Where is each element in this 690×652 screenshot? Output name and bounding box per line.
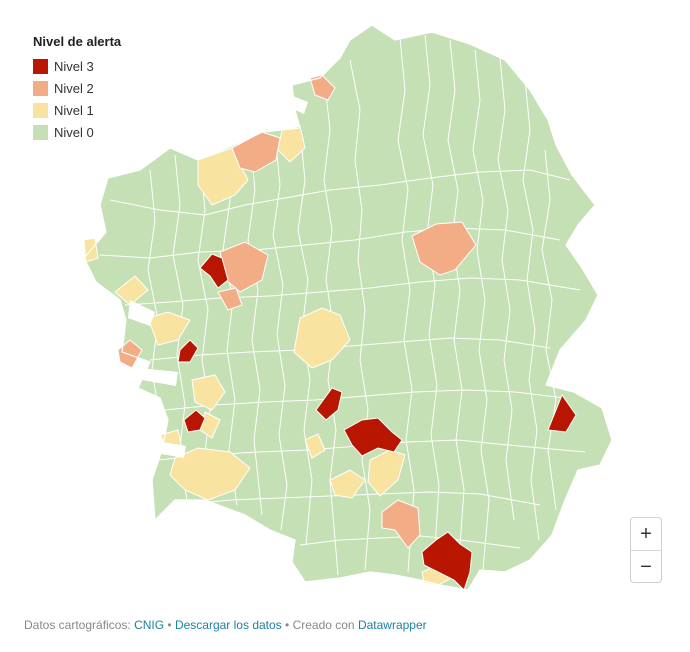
region-level-0-base [83, 24, 613, 591]
legend-item-nivel-3: Nivel 3 [33, 55, 121, 77]
legend-item-nivel-1: Nivel 1 [33, 99, 121, 121]
zoom-controls: + − [630, 517, 662, 583]
footer-prefix: Datos cartográficos: [24, 618, 131, 632]
legend-label: Nivel 0 [54, 124, 94, 140]
legend-label: Nivel 1 [54, 102, 94, 118]
footer-separator: • [285, 618, 290, 632]
legend-swatch [33, 80, 48, 96]
footer-credits: Datos cartográficos: CNIG • Descargar lo… [24, 618, 427, 632]
legend-item-nivel-0: Nivel 0 [33, 121, 121, 143]
legend-title: Nivel de alerta [33, 34, 122, 49]
zoom-out-button[interactable]: − [631, 550, 661, 582]
datawrapper-link[interactable]: Datawrapper [357, 618, 427, 632]
regions-level-2 [117, 74, 477, 549]
legend: Nivel de alerta Nivel 3 Nivel 2 Nivel 1 … [33, 34, 121, 143]
coastal-inlets [128, 94, 308, 458]
legend-item-nivel-2: Nivel 2 [33, 77, 121, 99]
legend-swatch [33, 102, 48, 118]
coastline-outline [83, 24, 613, 591]
legend-label: Nivel 2 [54, 80, 94, 96]
footer-separator: • [167, 618, 172, 632]
cnig-link[interactable]: CNIG [134, 618, 165, 632]
legend-label: Nivel 3 [54, 58, 94, 74]
zoom-in-button[interactable]: + [640, 522, 652, 545]
legend-swatch [33, 58, 48, 74]
regions-level-1 [83, 125, 453, 586]
download-data-link[interactable]: Descargar los datos [174, 618, 282, 632]
legend-swatch [33, 124, 48, 140]
footer-created-text: Creado con [292, 618, 355, 632]
regions-level-3 [177, 253, 577, 591]
